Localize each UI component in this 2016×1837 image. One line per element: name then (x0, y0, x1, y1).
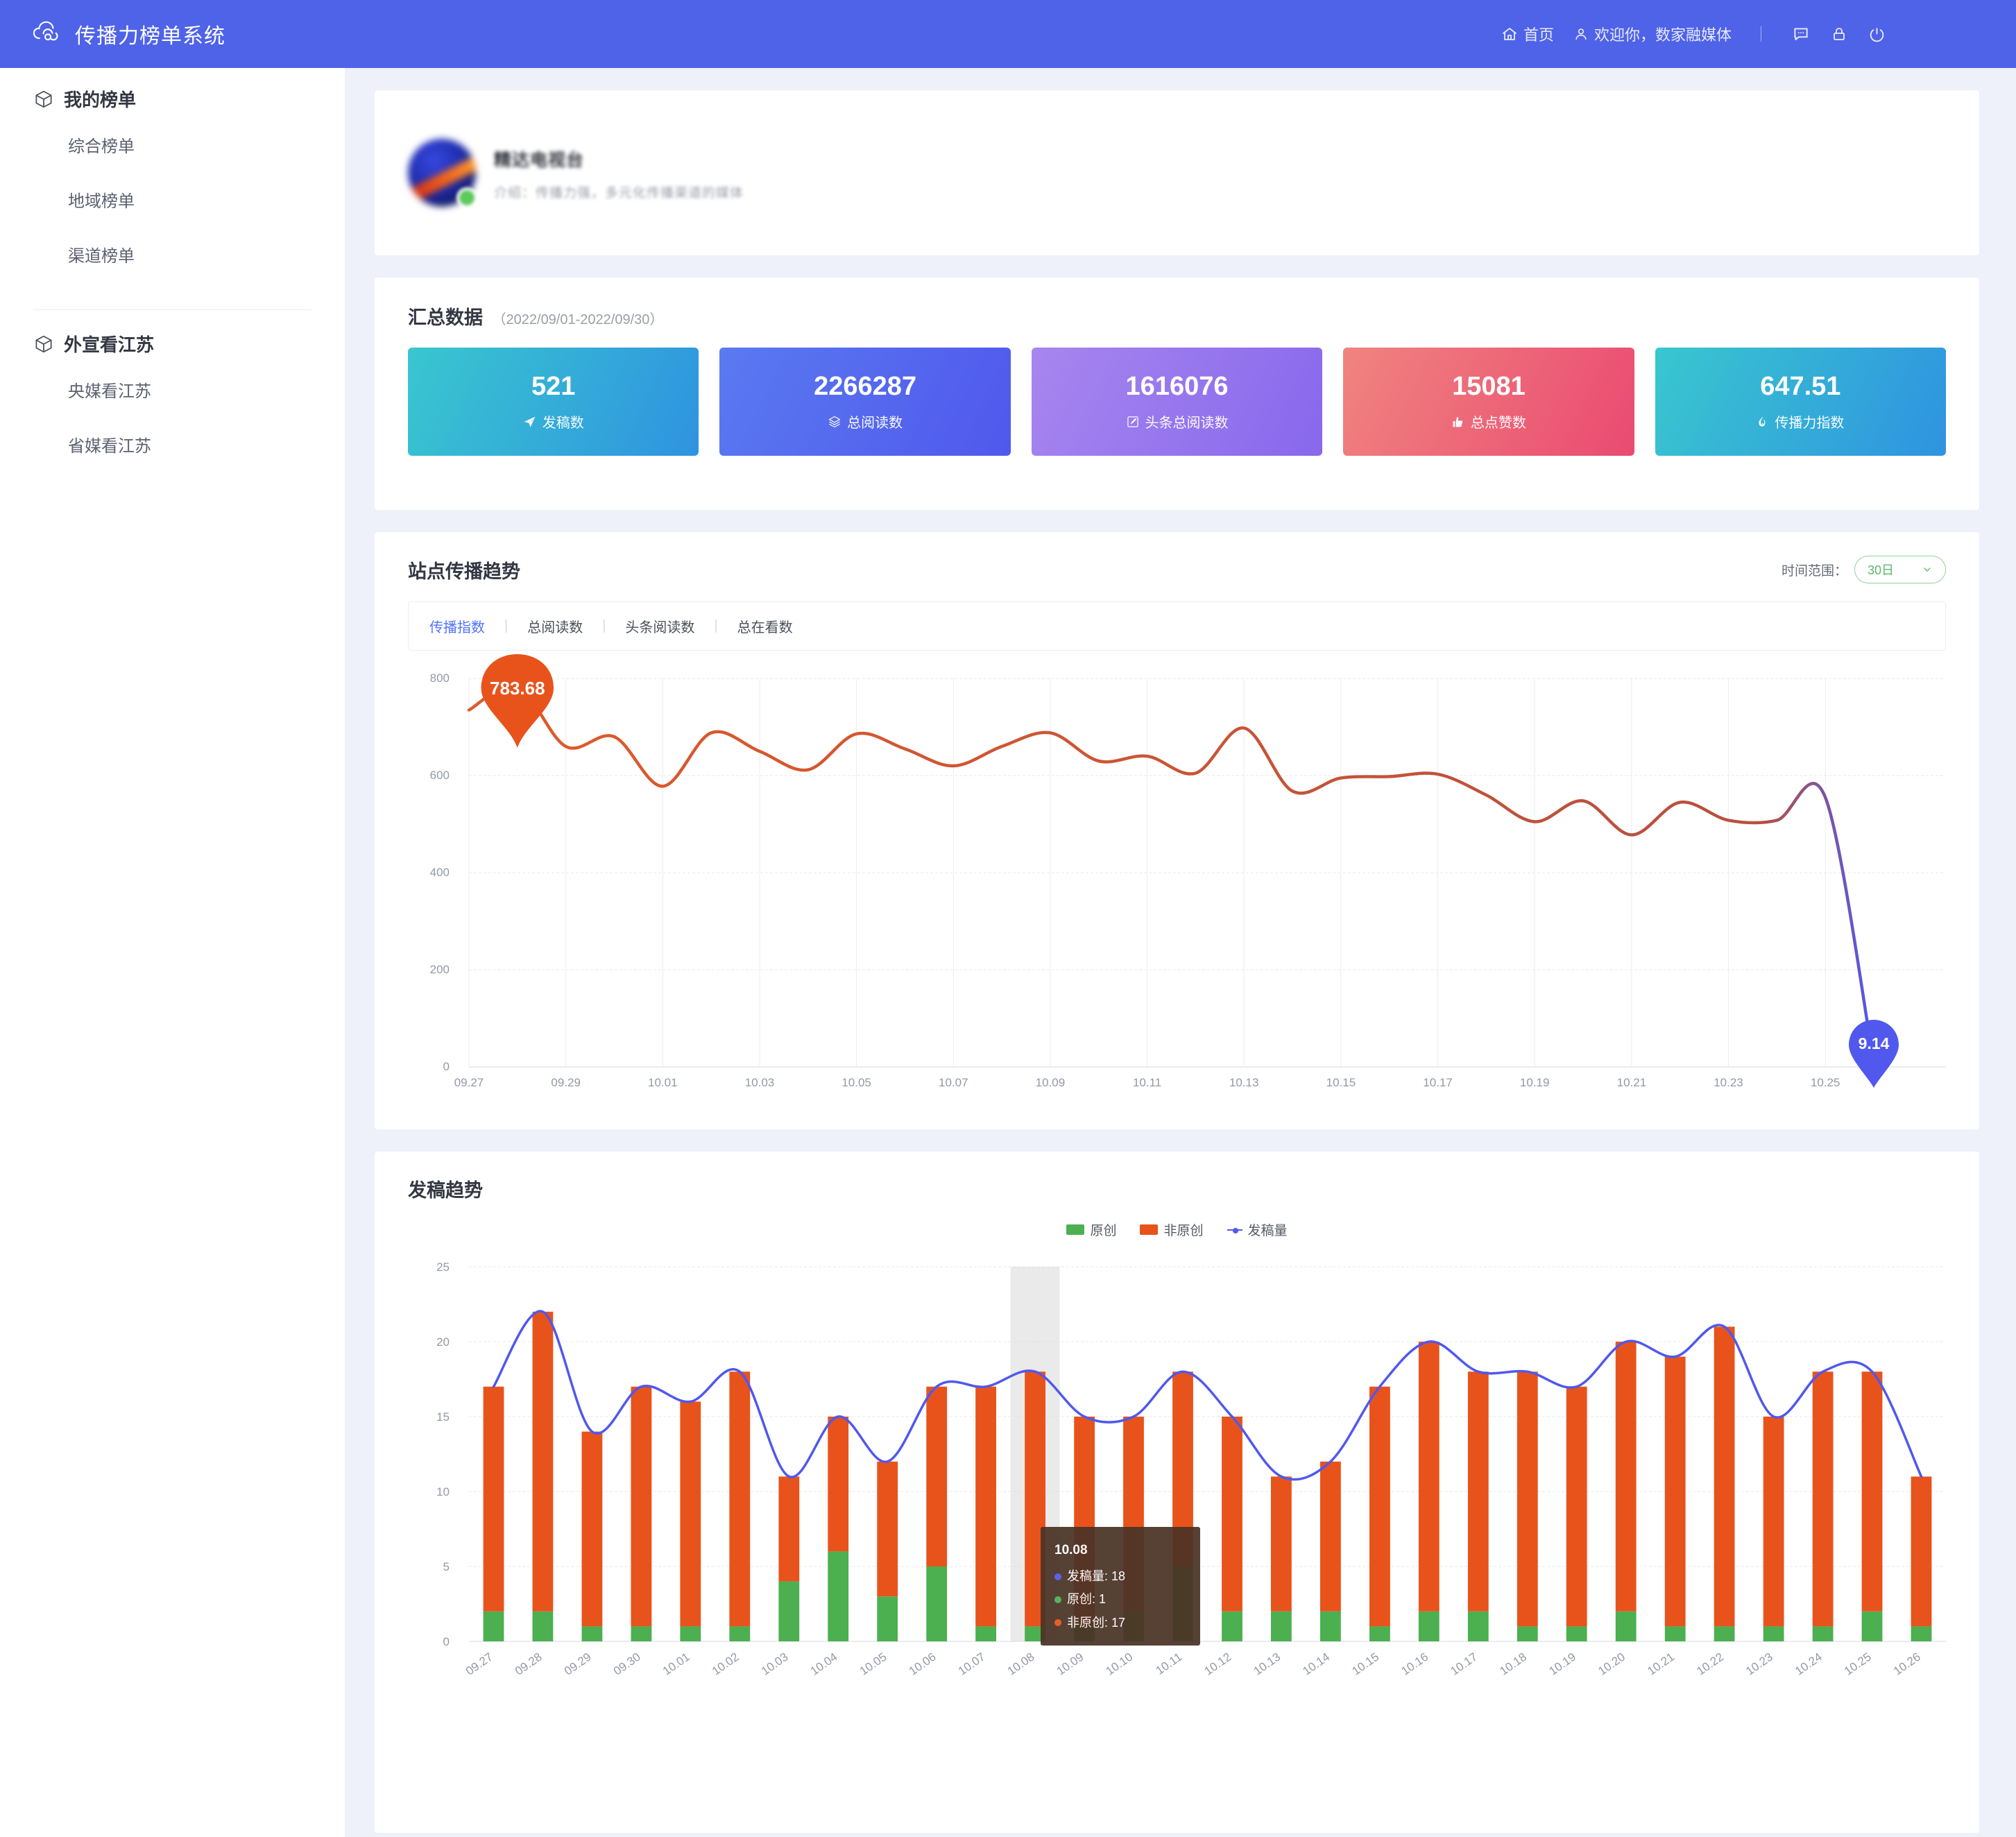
svg-text:10.11: 10.11 (1133, 1076, 1161, 1089)
svg-text:10.26: 10.26 (1891, 1650, 1923, 1678)
svg-text:0: 0 (443, 1060, 450, 1073)
svg-text:783.68: 783.68 (490, 678, 545, 699)
svg-text:10.24: 10.24 (1793, 1650, 1825, 1678)
svg-text:10.07: 10.07 (956, 1650, 988, 1678)
svg-text:10.15: 10.15 (1349, 1650, 1381, 1678)
svg-text:10.02: 10.02 (710, 1650, 742, 1678)
svg-text:10.17: 10.17 (1448, 1650, 1480, 1678)
svg-text:10.12: 10.12 (1202, 1650, 1234, 1678)
svg-text:10.05: 10.05 (857, 1650, 889, 1678)
svg-text:10.17: 10.17 (1423, 1076, 1453, 1089)
svg-text:10.11: 10.11 (1154, 1650, 1185, 1677)
svg-text:10.05: 10.05 (842, 1076, 871, 1089)
svg-text:10.14: 10.14 (1300, 1650, 1332, 1678)
svg-text:10.22: 10.22 (1694, 1650, 1726, 1678)
svg-text:10.04: 10.04 (808, 1650, 840, 1678)
svg-text:10.23: 10.23 (1743, 1650, 1775, 1678)
svg-text:10.09: 10.09 (1036, 1076, 1066, 1089)
svg-text:15: 15 (436, 1410, 450, 1424)
svg-text:10.06: 10.06 (907, 1650, 939, 1678)
svg-text:10.15: 10.15 (1326, 1076, 1356, 1089)
svg-text:400: 400 (430, 866, 450, 879)
svg-text:5: 5 (443, 1560, 450, 1573)
svg-text:10.10: 10.10 (1104, 1650, 1136, 1678)
svg-text:10.13: 10.13 (1229, 1076, 1259, 1089)
svg-text:10.16: 10.16 (1399, 1650, 1430, 1678)
svg-text:9.14: 9.14 (1859, 1034, 1890, 1052)
svg-text:10.21: 10.21 (1617, 1076, 1647, 1089)
svg-text:09.27: 09.27 (454, 1076, 484, 1089)
svg-text:10.19: 10.19 (1520, 1076, 1550, 1089)
svg-text:10.07: 10.07 (939, 1076, 968, 1089)
svg-text:10.03: 10.03 (745, 1076, 775, 1089)
svg-text:20: 20 (436, 1335, 450, 1349)
svg-text:10.08: 10.08 (1005, 1650, 1037, 1678)
svg-text:10.23: 10.23 (1714, 1076, 1743, 1089)
svg-text:09.28: 09.28 (513, 1650, 545, 1678)
svg-text:09.27: 09.27 (463, 1650, 495, 1678)
svg-text:10.20: 10.20 (1596, 1650, 1628, 1678)
svg-text:09.29: 09.29 (562, 1650, 594, 1678)
svg-text:10.03: 10.03 (759, 1650, 791, 1678)
svg-text:10.25: 10.25 (1842, 1650, 1874, 1678)
svg-text:200: 200 (430, 963, 450, 976)
svg-text:10.01: 10.01 (648, 1076, 678, 1089)
svg-text:600: 600 (430, 769, 450, 782)
svg-text:25: 25 (436, 1261, 450, 1274)
svg-text:10.13: 10.13 (1252, 1650, 1283, 1678)
svg-text:10.25: 10.25 (1811, 1076, 1840, 1089)
svg-text:10: 10 (436, 1485, 450, 1498)
svg-text:10.09: 10.09 (1054, 1650, 1086, 1678)
svg-text:0: 0 (443, 1635, 450, 1648)
svg-text:10.01: 10.01 (660, 1650, 692, 1678)
svg-text:10.18: 10.18 (1497, 1650, 1529, 1678)
svg-text:09.30: 09.30 (611, 1650, 643, 1678)
svg-text:10.21: 10.21 (1645, 1650, 1677, 1678)
svg-text:10.19: 10.19 (1546, 1650, 1578, 1678)
svg-text:09.29: 09.29 (551, 1076, 581, 1089)
svg-text:800: 800 (430, 672, 450, 685)
